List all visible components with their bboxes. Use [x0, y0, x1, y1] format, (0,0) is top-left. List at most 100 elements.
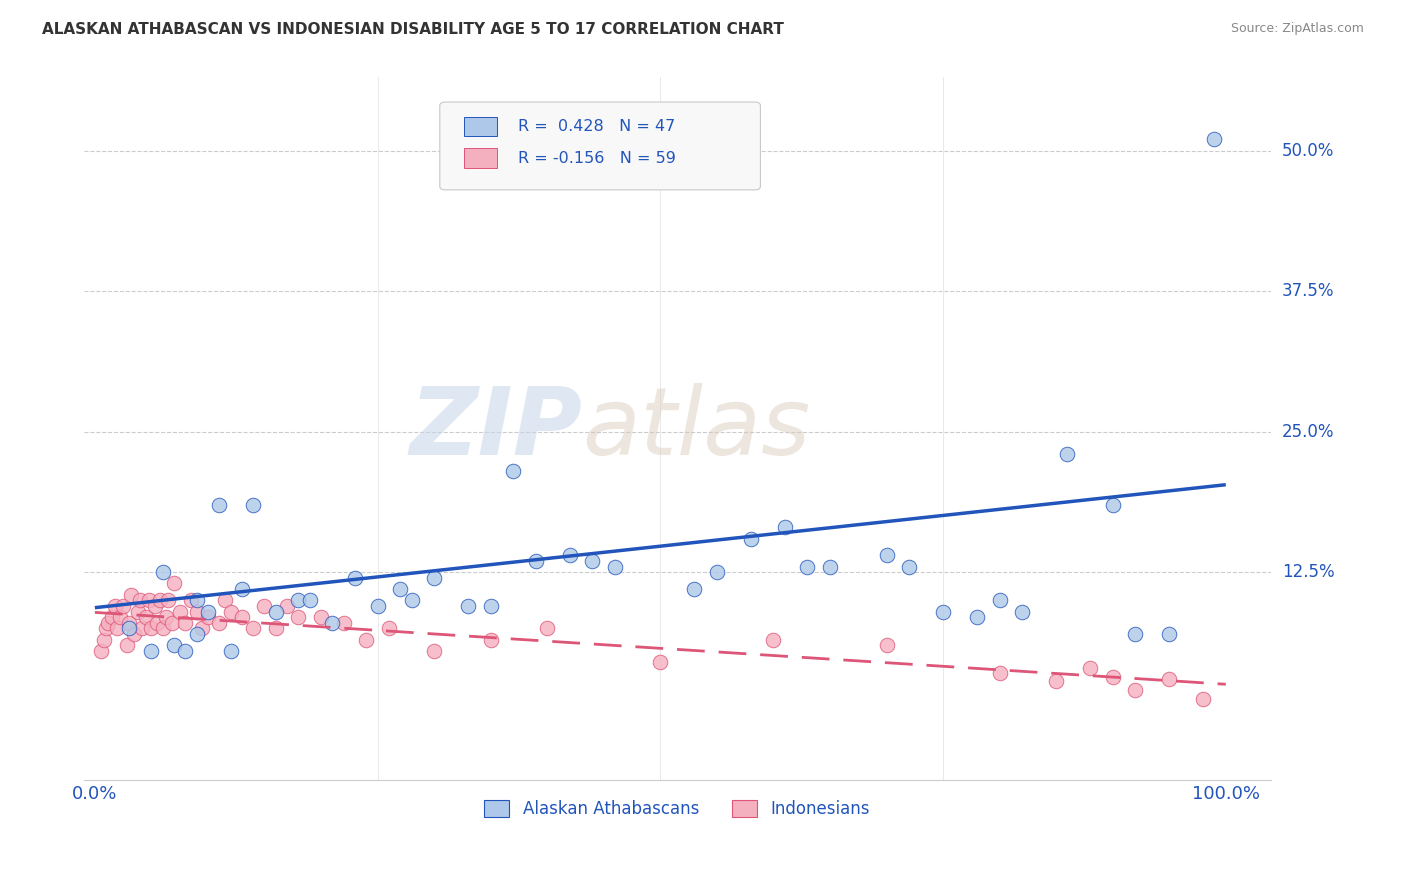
Point	[191, 622, 214, 636]
Point	[219, 644, 242, 658]
Point	[163, 638, 186, 652]
Point	[773, 520, 796, 534]
Point	[1101, 498, 1123, 512]
Point	[479, 632, 502, 647]
Point	[208, 615, 231, 630]
Point	[131, 622, 153, 636]
Point	[186, 593, 208, 607]
Point	[214, 593, 236, 607]
Point	[321, 615, 343, 630]
Point	[242, 622, 264, 636]
Point	[479, 599, 502, 613]
Point	[186, 605, 208, 619]
Point	[876, 549, 898, 563]
Point	[107, 622, 129, 636]
Point	[898, 559, 921, 574]
Point	[401, 593, 423, 607]
Point	[343, 571, 366, 585]
Point	[706, 566, 728, 580]
Point	[197, 605, 219, 619]
Point	[603, 559, 626, 574]
Point	[1056, 447, 1078, 461]
Point	[536, 622, 558, 636]
Point	[96, 622, 118, 636]
Text: Source: ZipAtlas.com: Source: ZipAtlas.com	[1230, 22, 1364, 36]
Point	[1159, 627, 1181, 641]
Point	[356, 632, 378, 647]
Point	[104, 599, 127, 613]
Point	[231, 610, 253, 624]
Point	[276, 599, 298, 613]
Point	[298, 593, 321, 607]
Text: atlas: atlas	[582, 384, 810, 475]
Point	[152, 566, 174, 580]
Point	[287, 610, 309, 624]
Text: R = -0.156   N = 59: R = -0.156 N = 59	[519, 151, 676, 166]
Point	[1192, 692, 1215, 706]
Point	[141, 644, 163, 658]
Point	[650, 144, 672, 158]
Point	[101, 610, 124, 624]
Point	[253, 599, 276, 613]
Point	[1123, 683, 1146, 698]
Point	[1123, 627, 1146, 641]
Point	[1045, 674, 1067, 689]
Point	[423, 571, 446, 585]
Point	[558, 549, 581, 563]
Point	[219, 605, 242, 619]
Point	[581, 554, 603, 568]
Point	[988, 666, 1011, 681]
Point	[1078, 661, 1101, 675]
Point	[152, 622, 174, 636]
Point	[197, 610, 219, 624]
Point	[108, 610, 131, 624]
Point	[138, 593, 160, 607]
Point	[309, 610, 332, 624]
Point	[155, 610, 177, 624]
Point	[524, 554, 547, 568]
Point	[264, 622, 287, 636]
Point	[264, 605, 287, 619]
Point	[1204, 132, 1226, 146]
Text: ALASKAN ATHABASCAN VS INDONESIAN DISABILITY AGE 5 TO 17 CORRELATION CHART: ALASKAN ATHABASCAN VS INDONESIAN DISABIL…	[42, 22, 785, 37]
Point	[796, 559, 818, 574]
Point	[127, 605, 149, 619]
Point	[174, 644, 197, 658]
Point	[112, 599, 135, 613]
Point	[627, 144, 650, 158]
Legend: Alaskan Athabascans, Indonesians: Alaskan Athabascans, Indonesians	[478, 793, 877, 825]
Point	[208, 498, 231, 512]
Point	[129, 593, 152, 607]
Point	[89, 644, 111, 658]
Point	[457, 599, 479, 613]
Point	[174, 615, 197, 630]
Point	[118, 622, 141, 636]
Point	[141, 622, 163, 636]
Point	[1101, 670, 1123, 684]
Point	[876, 638, 898, 652]
Point	[988, 593, 1011, 607]
Point	[378, 622, 401, 636]
Point	[740, 532, 762, 546]
Point	[502, 464, 524, 478]
Point	[818, 559, 841, 574]
Point	[149, 593, 172, 607]
Text: 37.5%: 37.5%	[1282, 282, 1334, 300]
Point	[93, 632, 115, 647]
Point	[423, 644, 446, 658]
Point	[650, 655, 672, 669]
Point	[1159, 672, 1181, 686]
Point	[118, 615, 141, 630]
Point	[231, 582, 253, 596]
Point	[287, 593, 309, 607]
Point	[683, 582, 706, 596]
Point	[115, 638, 138, 652]
Point	[966, 610, 988, 624]
Point	[160, 615, 183, 630]
Point	[120, 588, 142, 602]
FancyBboxPatch shape	[464, 148, 496, 168]
Point	[242, 498, 264, 512]
FancyBboxPatch shape	[440, 102, 761, 190]
Point	[135, 610, 157, 624]
Text: ZIP: ZIP	[409, 383, 582, 475]
